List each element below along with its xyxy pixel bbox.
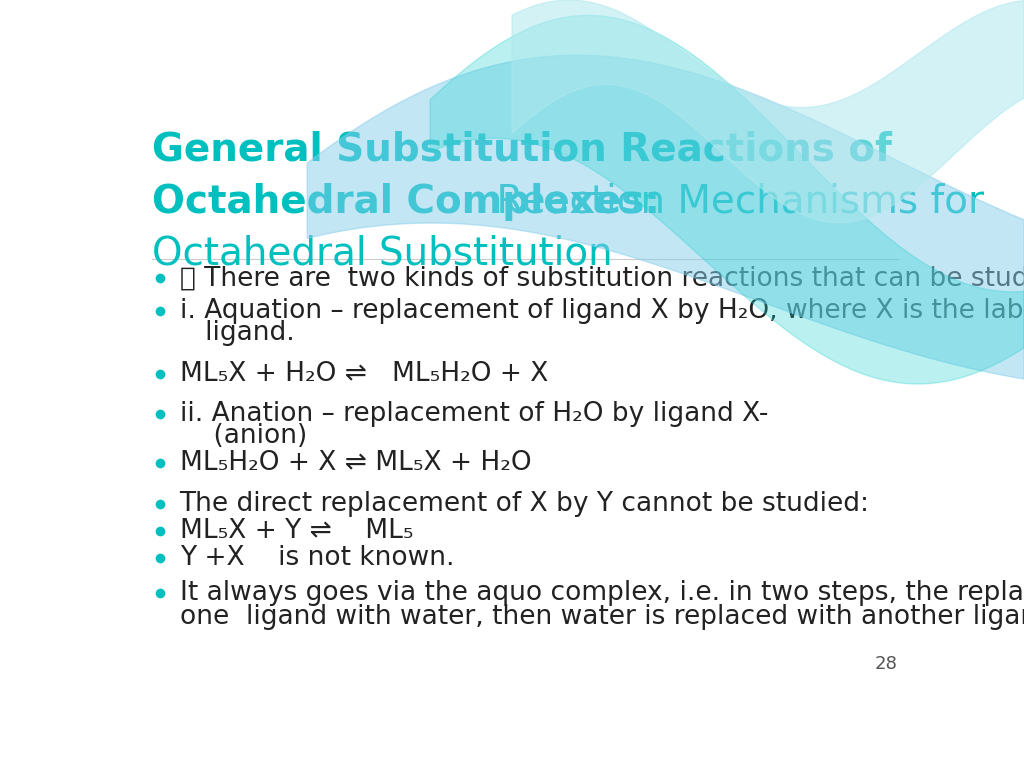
Text: Octahedral Substitution: Octahedral Substitution	[152, 235, 612, 273]
Text: Octahedral Complexes:: Octahedral Complexes:	[152, 183, 659, 220]
Text: Reaction Mechanisms for: Reaction Mechanisms for	[483, 183, 983, 220]
Text: Y +X    is not known.: Y +X is not known.	[179, 545, 454, 571]
Text: It always goes via the aquo complex, i.e. in two steps, the replacement of: It always goes via the aquo complex, i.e…	[179, 580, 1024, 606]
Polygon shape	[512, 0, 1024, 223]
Polygon shape	[430, 15, 1024, 384]
Text: ML₅X + H₂O ⇌   ML₅H₂O + X: ML₅X + H₂O ⇌ ML₅H₂O + X	[179, 361, 548, 387]
Text: The direct replacement of X by Y cannot be studied:: The direct replacement of X by Y cannot …	[179, 492, 869, 518]
Text: General Substitution Reactions of: General Substitution Reactions of	[152, 131, 892, 169]
Text: one  ligand with water, then water is replaced with another ligand: one ligand with water, then water is rep…	[179, 604, 1024, 630]
Polygon shape	[307, 55, 1024, 379]
Text: i. Aquation – replacement of ligand X by H₂O, where X is the labile: i. Aquation – replacement of ligand X by…	[179, 298, 1024, 324]
Text: ligand.: ligand.	[179, 319, 294, 346]
Text: 28: 28	[874, 655, 898, 673]
Text: ML₅H₂O + X ⇌ ML₅X + H₂O: ML₅H₂O + X ⇌ ML₅X + H₂O	[179, 450, 531, 476]
Text: ii. Anation – replacement of H₂O by ligand X-: ii. Anation – replacement of H₂O by liga…	[179, 402, 768, 428]
Text: (anion): (anion)	[179, 423, 307, 449]
Text: ML₅X + Y ⇌    ML₅: ML₅X + Y ⇌ ML₅	[179, 518, 413, 544]
Text: ⧨ There are  two kinds of substitution reactions that can be studied:: ⧨ There are two kinds of substitution re…	[179, 266, 1024, 291]
